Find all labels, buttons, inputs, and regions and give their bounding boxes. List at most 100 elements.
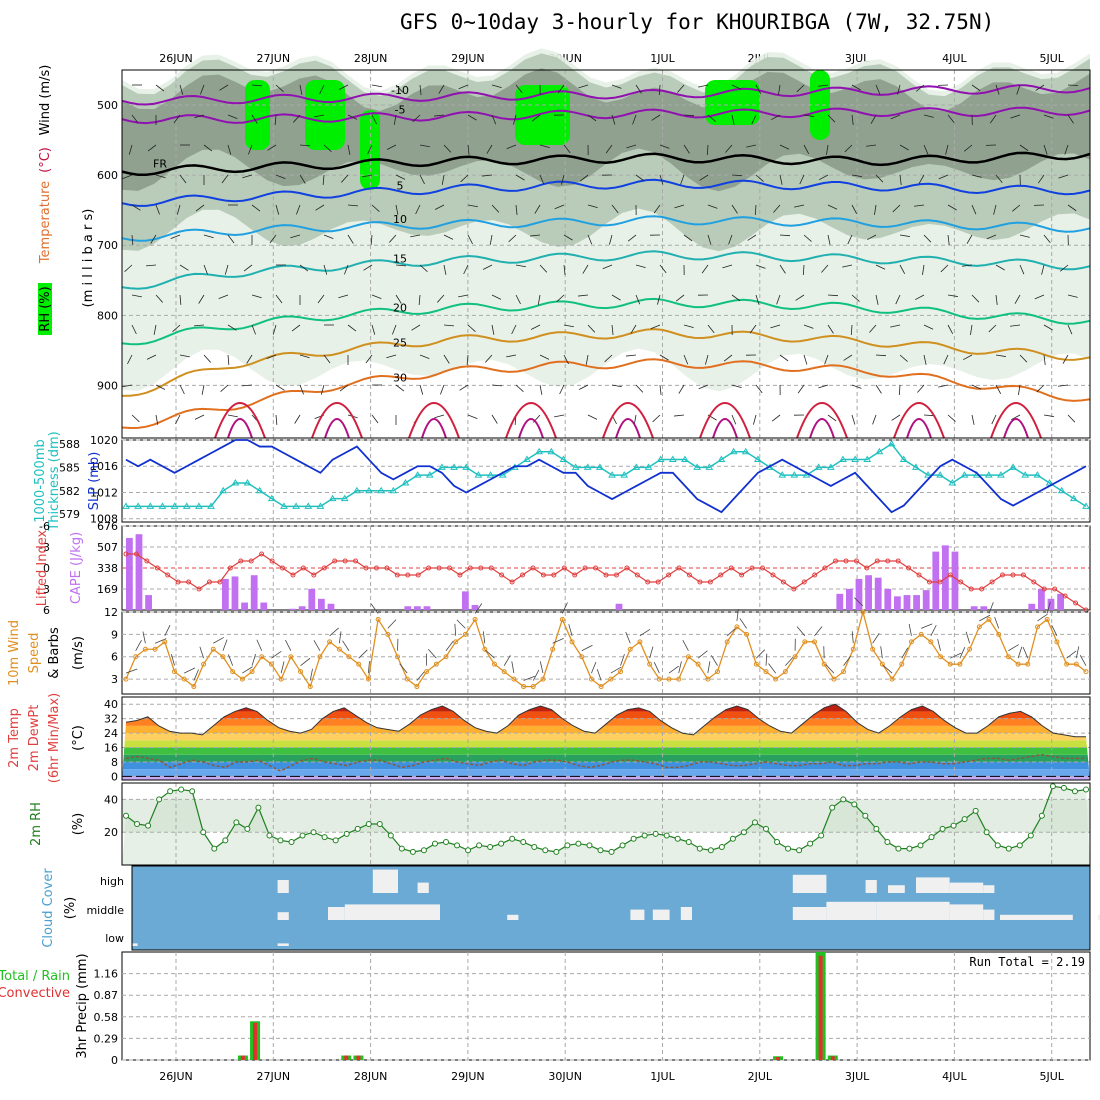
- wind-speed-point: [1005, 654, 1011, 660]
- cape-bar: [231, 576, 239, 610]
- wind-speed-point: [938, 654, 944, 660]
- wind-barb: [818, 84, 829, 87]
- wind-barb: [1051, 624, 1058, 636]
- cloud-mid-block: [328, 907, 345, 920]
- wind-barb: [441, 174, 445, 185]
- wind-barb: [246, 354, 253, 364]
- wind-barb: [1011, 204, 1021, 212]
- cape-bar: [289, 608, 296, 610]
- wind-speed-point: [1044, 616, 1050, 622]
- wind-barb: [625, 631, 631, 644]
- wind-barb: [491, 84, 502, 88]
- wind-barb: [585, 354, 589, 365]
- wind-label: Wind (m/s): [38, 65, 53, 136]
- rh-point: [189, 788, 196, 795]
- thickness-point: [717, 455, 726, 463]
- wind-barb: [155, 174, 166, 179]
- wind-barb: [563, 264, 566, 275]
- wind-speed-point: [239, 676, 245, 682]
- surface-contour: [615, 418, 641, 439]
- wind-barb: [154, 638, 167, 644]
- wind-barb: [866, 144, 877, 147]
- wind-barb: [275, 294, 283, 304]
- wind-barb: [947, 414, 956, 422]
- wind-barb: [966, 234, 973, 244]
- wind-barb: [707, 114, 716, 122]
- rh-shade-green: [305, 80, 345, 150]
- date-label: 27JUN: [257, 52, 291, 65]
- wind-barb: [530, 324, 541, 330]
- li-point: [739, 572, 745, 578]
- wind-barb: [659, 384, 662, 395]
- rh-point: [972, 807, 979, 814]
- wind-barb: [563, 324, 574, 328]
- li-point: [123, 551, 129, 557]
- cloud-mid-block: [507, 914, 519, 920]
- wind-barb: [803, 324, 814, 329]
- surface-contour: [990, 402, 1042, 439]
- cloud-cover-panel: high middle low Cloud Cover (%): [41, 865, 1100, 951]
- rh-label: RH (%): [38, 286, 53, 331]
- li-tick-label: -6: [39, 520, 50, 533]
- wind-barb: [213, 637, 224, 644]
- wind-barb: [803, 114, 814, 117]
- wind-speed-point: [1035, 624, 1041, 630]
- wind-barb: [275, 204, 280, 215]
- rh-point: [917, 842, 924, 849]
- wind-speed-point: [1073, 661, 1079, 667]
- wind-barb: [851, 294, 860, 302]
- wind-barb: [988, 324, 997, 333]
- wind-barb: [851, 414, 856, 425]
- wind-barb: [459, 384, 469, 391]
- rh-point: [586, 842, 593, 849]
- wind-barb: [943, 354, 949, 365]
- li-point: [572, 572, 578, 578]
- li-point: [676, 565, 682, 571]
- wind-barb: [179, 84, 184, 95]
- wind-barb: [971, 384, 982, 390]
- thickness-point: [255, 486, 264, 494]
- wind-barb: [339, 384, 349, 392]
- wind-speed-point: [618, 669, 624, 675]
- rh-point: [398, 845, 405, 852]
- wind-barb: [347, 144, 351, 155]
- wind-barb: [1067, 294, 1078, 298]
- wind-barb: [899, 354, 908, 362]
- li-point: [937, 579, 943, 585]
- precip-conv-bar: [776, 1057, 781, 1060]
- wind-barb: [227, 144, 232, 155]
- wind-tick-label: 3: [111, 673, 118, 686]
- li-point: [864, 565, 870, 571]
- slp-thickness-panel: 1008 1012 1016 1020 579 582 585 588 1000-500mb Th…: [33, 431, 1091, 532]
- wind-barb: [251, 84, 262, 87]
- thickness-point: [1057, 486, 1066, 494]
- thickness-point: [280, 502, 288, 509]
- wind-barb: [315, 204, 325, 211]
- wind-barb: [971, 294, 980, 303]
- rh-point: [652, 830, 659, 837]
- wind-barb: [532, 669, 540, 681]
- rh-point: [1005, 845, 1012, 852]
- cloud-mid-block: [1098, 914, 1100, 920]
- date-label: 28JUN: [354, 52, 388, 65]
- isotherm-label: 10: [393, 213, 407, 226]
- date-label: 29JUN: [451, 1070, 485, 1083]
- wind-barb: [419, 174, 425, 185]
- wind-barb: [731, 384, 742, 388]
- wind-barb: [1019, 234, 1030, 238]
- panel-frame: [121, 69, 1091, 439]
- wind-speed-point: [860, 609, 866, 615]
- wind-barb: [309, 668, 313, 681]
- wind-barb: [467, 414, 478, 419]
- li-point: [947, 572, 953, 578]
- chart-title: GFS 0~10day 3-hourly for KHOURIBGA (7W, …: [400, 10, 995, 34]
- rh-point: [1049, 783, 1056, 790]
- wind-barb: [227, 654, 234, 666]
- thickness-point: [997, 471, 1005, 478]
- wind-barb: [890, 114, 901, 120]
- li-point: [290, 572, 296, 578]
- wind-barb: [515, 294, 521, 305]
- rh-point: [674, 835, 681, 842]
- thickness-point: [1009, 463, 1017, 470]
- li-point: [509, 579, 515, 585]
